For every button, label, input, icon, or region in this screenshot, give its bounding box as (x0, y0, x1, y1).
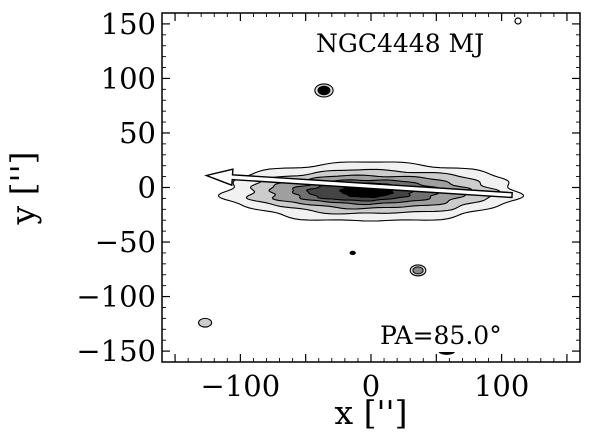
source-2-core (412, 266, 424, 275)
x-tick-labels: −100 0 100 (201, 369, 530, 403)
source-1-core (317, 85, 331, 96)
y-tick-label: 150 (101, 7, 156, 41)
ring-accent-mark (514, 17, 522, 25)
source-3-outer (198, 317, 213, 328)
y-tick-labels: 150 100 50 0 −50 −100 −150 (76, 7, 156, 368)
position-angle-arrow (204, 168, 513, 199)
pa-label-box (376, 316, 542, 352)
x-tick-label: 100 (474, 369, 529, 403)
y-tick-label: −100 (76, 280, 156, 314)
y-tick-label: 100 (101, 61, 156, 95)
x-axis-title: x [''] (335, 393, 408, 432)
object-label-mark: J (471, 29, 484, 58)
point-sources (198, 83, 456, 355)
y-tick-label: 0 (138, 171, 156, 205)
y-axis-title: y [''] (3, 151, 42, 225)
y-tick-label: −50 (95, 225, 156, 259)
pa-label: PA=85.0° (380, 321, 502, 350)
object-label: NGC4448 MJ (316, 29, 484, 58)
y-tick-label: −150 (76, 334, 156, 368)
pa-arrow (204, 168, 513, 199)
x-tick-label: 0 (362, 369, 380, 403)
object-label-box (306, 23, 544, 63)
y-tick-label: 50 (119, 116, 156, 150)
x-tick-label: −100 (201, 369, 281, 403)
axis-ticks (162, 13, 580, 362)
source-5-outer (349, 250, 356, 256)
